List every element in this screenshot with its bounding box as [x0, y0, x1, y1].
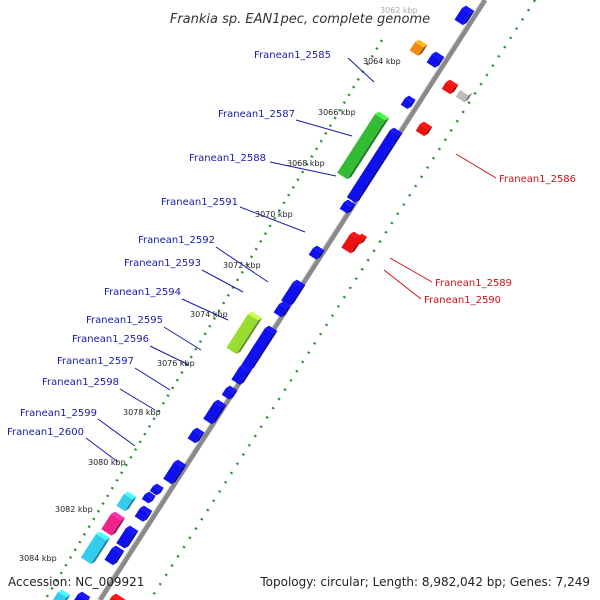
leader-line [295, 119, 353, 137]
leader-line [383, 269, 422, 300]
gene-2586c[interactable] [455, 87, 473, 103]
gene-label[interactable]: Franean1_2594 [104, 287, 181, 298]
gene-label[interactable]: Franean1_2590 [424, 295, 501, 306]
gene-2608[interactable] [80, 531, 111, 564]
gene-2610[interactable] [50, 589, 71, 600]
gene-2587[interactable] [337, 111, 390, 180]
gene-2599[interactable] [203, 399, 227, 425]
gene-2591[interactable] [308, 245, 325, 260]
gene-2612[interactable] [107, 593, 126, 600]
gene-label[interactable]: Franean1_2600 [7, 427, 84, 438]
kbp-tick-label: 3084 kbp [19, 554, 57, 563]
leader-line [455, 153, 497, 179]
leader-line [163, 326, 202, 351]
gene-2607[interactable] [116, 525, 139, 549]
gene-2606[interactable] [101, 511, 126, 536]
kbp-tick-label: 3070 kbp [255, 210, 293, 219]
gene-2605[interactable] [134, 505, 153, 522]
kbp-tick-label: 3076 kbp [157, 359, 195, 368]
leader-line [134, 367, 171, 391]
gene-2585b[interactable] [426, 51, 445, 68]
kbp-tick-label: 3078 kbp [123, 408, 161, 417]
gene-2604[interactable] [116, 491, 137, 512]
gene-label[interactable]: Franean1_2599 [20, 408, 97, 419]
kbp-tick-label: 3068 kbp [287, 159, 325, 168]
kbp-tick-label: 3080 kbp [88, 458, 126, 467]
gene-label[interactable]: Franean1_2596 [72, 334, 149, 345]
leader-line [389, 257, 433, 283]
gene-2584[interactable] [454, 5, 475, 26]
kbp-tick-label: 3062 kbp [380, 6, 418, 15]
leader-line [347, 57, 375, 83]
gene-label[interactable]: Franean1_2593 [124, 258, 201, 269]
gene-2585[interactable] [409, 39, 428, 56]
kbp-tick-label: 3066 kbp [318, 108, 356, 117]
gene-2596[interactable] [241, 325, 278, 371]
gene-2598[interactable] [221, 385, 238, 400]
kbp-tick-label: 3082 kbp [55, 505, 93, 514]
kbp-tick-label: 3074 kbp [190, 310, 228, 319]
gene-label[interactable]: Franean1_2595 [86, 315, 163, 326]
gene-2609[interactable] [104, 545, 125, 566]
gene-2586b[interactable] [400, 95, 416, 110]
gene-2611[interactable] [73, 591, 91, 600]
gene-2600[interactable] [187, 427, 205, 444]
gene-label[interactable]: Franean1_2592 [138, 235, 215, 246]
kbp-tick-label: 3064 kbp [363, 57, 401, 66]
gene-2603[interactable] [141, 491, 156, 504]
leader-line [181, 298, 229, 321]
leader-line [85, 437, 119, 463]
leader-line [269, 161, 337, 177]
leader-line [149, 345, 190, 366]
gene-label[interactable]: Franean1_2598 [42, 377, 119, 388]
gene-2602[interactable] [149, 483, 164, 496]
scale-line-outer [148, 0, 537, 600]
gene-2587r[interactable] [415, 121, 433, 137]
gene-label[interactable]: Franean1_2586 [499, 174, 576, 185]
leader-line [119, 388, 156, 411]
gene-label[interactable]: Franean1_2591 [161, 197, 238, 208]
scale-line-inner [43, 39, 384, 600]
leader-line [239, 206, 306, 233]
leader-line [201, 269, 244, 293]
gene-2588[interactable] [346, 127, 403, 203]
gene-label[interactable]: Franean1_2588 [189, 153, 266, 164]
gene-2590[interactable] [354, 233, 368, 245]
gene-2593[interactable] [281, 279, 306, 306]
genome-stats-text: Topology: circular; Length: 8,982,042 bp… [259, 575, 590, 589]
genome-title: Frankia sp. EAN1pec, complete genome [170, 12, 430, 27]
gene-label[interactable]: Franean1_2589 [435, 278, 512, 289]
gene-label[interactable]: Franean1_2585 [254, 50, 331, 61]
gene-2586[interactable] [441, 79, 459, 95]
gene-label[interactable]: Franean1_2587 [218, 109, 295, 120]
leader-line [215, 246, 269, 283]
leader-line [97, 418, 136, 447]
gene-2595[interactable] [226, 311, 263, 355]
accession-text: Accession: NC_009921 [8, 575, 144, 589]
gene-2597[interactable] [231, 363, 253, 385]
kbp-tick-label: 3072 kbp [223, 261, 261, 270]
gene-2601[interactable] [163, 459, 187, 485]
gene-2590b[interactable] [339, 199, 356, 214]
gene-2594[interactable] [273, 301, 291, 318]
gene-label[interactable]: Franean1_2597 [57, 356, 134, 367]
